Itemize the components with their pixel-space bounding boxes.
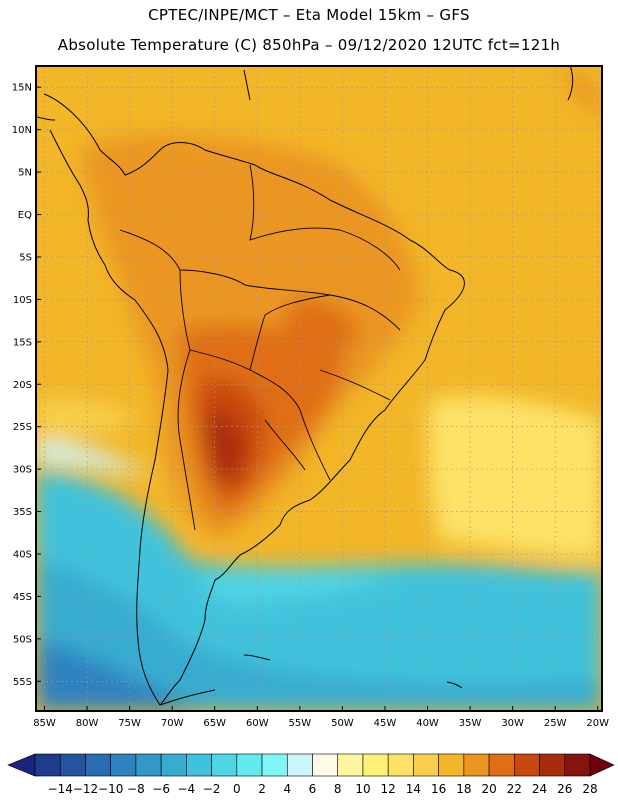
colorbar-swatch (463, 753, 490, 777)
colorbar-swatch (337, 753, 364, 777)
lat-label: 35S (13, 507, 32, 518)
colorbar-label: 14 (406, 782, 421, 796)
longitude-labels: 85W 80W 75W 70W 65W 60W 55W 50W 45W 40W 35W 30W 25W 2… (33, 706, 609, 729)
lat-label: EQ (18, 210, 32, 221)
colorbar-label: 22 (507, 782, 522, 796)
colorbar-swatch (261, 753, 288, 777)
colorbar-label: −14 (48, 782, 73, 796)
lat-label: 15N (12, 83, 32, 94)
lat-label: 20S (13, 380, 32, 391)
colorbar-swatch (85, 753, 111, 777)
graticule (36, 66, 602, 711)
lat-label: 5N (18, 168, 32, 179)
colorbar-swatch (34, 753, 61, 777)
latitude-labels: 15N 10N 5N EQ 5S 10S 15S 20S 25S 30S 35S 40S 45S 50S 5… (12, 83, 41, 688)
colorbar-label: 0 (233, 782, 241, 796)
colorbar-label: −2 (203, 782, 221, 796)
colorbar-swatch (110, 753, 137, 777)
colorbar-label: 12 (381, 782, 396, 796)
colorbar-swatches (7, 753, 615, 777)
colorbar-swatch (135, 753, 162, 777)
colorbar-over-arrow (589, 753, 615, 777)
lon-label: 55W (289, 718, 312, 729)
colorbar-swatch (362, 753, 389, 777)
lon-label: 85W (33, 718, 56, 729)
temperature-colorbar: −14 −12 −10 −8 −6 −4 −2 0 2 4 6 8 10 12 14 16 18 20 22 24 26… (7, 753, 615, 796)
lat-label: 10N (12, 125, 32, 136)
colorbar-under-arrow (7, 753, 36, 777)
colorbar-swatch (236, 753, 263, 777)
lon-label: 20W (586, 718, 609, 729)
lat-label: 45S (13, 592, 32, 603)
colorbar-label: 26 (557, 782, 572, 796)
map-title-line-1: CPTEC/INPE/MCT – Eta Model 15km – GFS (148, 6, 470, 24)
lon-label: 35W (459, 718, 482, 729)
lat-label: 25S (13, 422, 32, 433)
lat-label: 40S (13, 549, 32, 560)
lat-label: 30S (13, 465, 32, 476)
colorbar-label: 24 (532, 782, 547, 796)
colorbar-swatch (186, 753, 212, 777)
colorbar-label: −12 (73, 782, 98, 796)
colorbar-swatch (387, 753, 414, 777)
colorbar-label: 16 (431, 782, 446, 796)
colorbar-label: 4 (283, 782, 291, 796)
colorbar-swatch (312, 753, 339, 777)
colorbar-swatch (160, 753, 187, 777)
lon-label: 80W (76, 718, 99, 729)
colorbar-label: −8 (127, 782, 145, 796)
lon-label: 50W (331, 718, 354, 729)
map-title-line-2: Absolute Temperature (C) 850hPa – 09/12/… (57, 36, 561, 54)
colorbar-label: −6 (152, 782, 170, 796)
lon-label: 60W (246, 718, 269, 729)
lat-label: 10S (13, 295, 32, 306)
colorbar-labels: −14 −12 −10 −8 −6 −4 −2 0 2 4 6 8 10 12 14 16 18 20 22 24 26… (48, 782, 598, 796)
lon-label: 75W (118, 718, 141, 729)
lon-label: 45W (374, 718, 397, 729)
lon-label: 30W (501, 718, 524, 729)
colorbar-swatch (514, 753, 540, 777)
colorbar-swatch (438, 753, 465, 777)
colorbar-label: 2 (258, 782, 266, 796)
colorbar-label: 10 (355, 782, 370, 796)
temperature-field (36, 66, 602, 711)
map-frame (35, 65, 603, 712)
lat-label: 5S (19, 252, 32, 263)
lat-label: 15S (13, 337, 32, 348)
temperature-map: 15N 10N 5N EQ 5S 10S 15S 20S 25S 30S 35S 40S 45S 50S 5… (12, 65, 609, 729)
colorbar-swatch (564, 753, 591, 777)
colorbar-swatch (286, 753, 313, 777)
colorbar-label: −4 (178, 782, 196, 796)
colorbar-label: −10 (98, 782, 123, 796)
coastline (36, 66, 574, 706)
lon-label: 65W (203, 718, 226, 729)
colorbar-label: 8 (334, 782, 342, 796)
lon-label: 40W (416, 718, 439, 729)
colorbar-swatch (413, 753, 439, 777)
colorbar-label: 18 (456, 782, 471, 796)
colorbar-swatch (488, 753, 515, 777)
colorbar-label: 28 (582, 782, 597, 796)
colorbar-swatch (539, 753, 566, 777)
colorbar-label: 20 (481, 782, 496, 796)
lon-label: 70W (161, 718, 184, 729)
colorbar-swatch (59, 753, 86, 777)
country-borders (119, 164, 401, 531)
lon-label: 25W (544, 718, 567, 729)
lat-label: 55S (13, 677, 32, 688)
colorbar-label: 6 (309, 782, 317, 796)
colorbar-swatch (211, 753, 238, 777)
lat-label: 50S (13, 634, 32, 645)
